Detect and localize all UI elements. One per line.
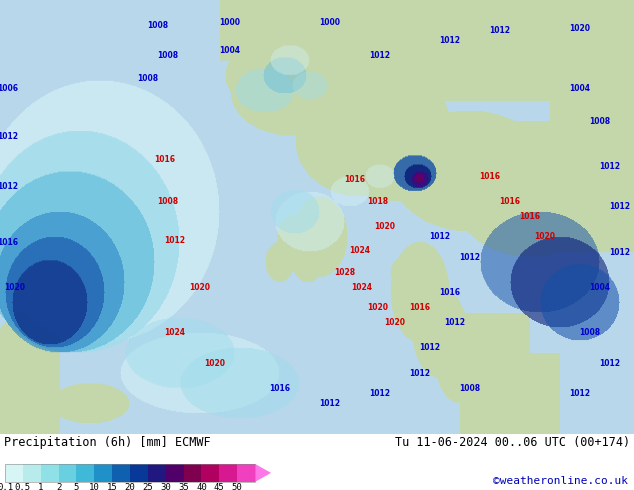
- Text: 1028: 1028: [335, 268, 356, 277]
- Text: 1012: 1012: [600, 359, 621, 368]
- Text: 10: 10: [89, 483, 100, 490]
- Text: 1016: 1016: [479, 172, 500, 181]
- Text: 0.5: 0.5: [15, 483, 31, 490]
- Bar: [23, 464, 41, 482]
- Text: 1012: 1012: [0, 182, 18, 191]
- Text: 1012: 1012: [0, 132, 18, 141]
- Text: 1012: 1012: [420, 343, 441, 352]
- Text: 1012: 1012: [164, 236, 186, 245]
- Text: 1020: 1020: [384, 318, 406, 327]
- Text: 1016: 1016: [410, 303, 430, 312]
- Text: 1020: 1020: [368, 303, 389, 312]
- Bar: [58, 464, 77, 482]
- Bar: [5, 464, 23, 482]
- Text: 25: 25: [143, 483, 153, 490]
- Text: 1: 1: [38, 483, 43, 490]
- Bar: [94, 464, 112, 482]
- Text: 1008: 1008: [157, 51, 179, 60]
- Bar: [148, 464, 165, 482]
- Polygon shape: [255, 464, 271, 482]
- Text: 30: 30: [160, 483, 171, 490]
- Text: 1008: 1008: [460, 384, 481, 393]
- Bar: [130, 464, 148, 482]
- Text: 20: 20: [125, 483, 136, 490]
- Text: 50: 50: [232, 483, 243, 490]
- Text: 1024: 1024: [349, 245, 370, 255]
- Bar: [41, 464, 58, 482]
- Text: 1020: 1020: [534, 232, 555, 242]
- Text: 1012: 1012: [370, 51, 391, 60]
- Text: 1016: 1016: [269, 384, 290, 393]
- Text: 1012: 1012: [600, 162, 621, 171]
- Text: 0.1: 0.1: [0, 483, 13, 490]
- Text: 1012: 1012: [439, 36, 460, 45]
- Text: 1016: 1016: [519, 212, 541, 221]
- Text: 1020: 1020: [4, 283, 25, 292]
- Text: 1020: 1020: [375, 222, 396, 231]
- Text: 45: 45: [214, 483, 224, 490]
- Text: 1000: 1000: [219, 18, 240, 26]
- Text: 40: 40: [196, 483, 207, 490]
- Text: 1012: 1012: [429, 232, 451, 242]
- Bar: [237, 464, 255, 482]
- Text: 1008: 1008: [590, 117, 611, 125]
- Bar: [184, 464, 202, 482]
- Text: 35: 35: [178, 483, 189, 490]
- Text: 1012: 1012: [609, 247, 630, 257]
- Text: 1000: 1000: [320, 18, 340, 26]
- Text: 1004: 1004: [219, 46, 240, 55]
- Text: 1024: 1024: [351, 283, 373, 292]
- Text: 1016: 1016: [155, 155, 176, 164]
- Text: 1016: 1016: [439, 288, 460, 297]
- Text: 1020: 1020: [205, 359, 226, 368]
- Text: 1012: 1012: [444, 318, 465, 327]
- Text: 1008: 1008: [138, 74, 158, 83]
- Text: 1008: 1008: [579, 328, 600, 337]
- Text: 1016: 1016: [344, 175, 365, 184]
- Text: ©weatheronline.co.uk: ©weatheronline.co.uk: [493, 476, 628, 486]
- Text: 1012: 1012: [609, 202, 630, 211]
- Text: 1016: 1016: [0, 238, 18, 246]
- Text: Tu 11-06-2024 00..06 UTC (00+174): Tu 11-06-2024 00..06 UTC (00+174): [395, 436, 630, 449]
- Text: 1012: 1012: [460, 253, 481, 262]
- Text: 2: 2: [56, 483, 61, 490]
- Text: 1012: 1012: [569, 389, 590, 398]
- Text: 5: 5: [74, 483, 79, 490]
- Text: Precipitation (6h) [mm] ECMWF: Precipitation (6h) [mm] ECMWF: [4, 436, 210, 449]
- Text: 1012: 1012: [410, 368, 430, 378]
- Bar: [219, 464, 237, 482]
- Bar: [77, 464, 94, 482]
- Text: 1004: 1004: [590, 283, 611, 292]
- Bar: [202, 464, 219, 482]
- Text: 1012: 1012: [370, 389, 391, 398]
- Text: 15: 15: [107, 483, 117, 490]
- Bar: [165, 464, 184, 482]
- Bar: [5, 464, 255, 482]
- Text: 1008: 1008: [157, 197, 179, 206]
- Text: 1008: 1008: [148, 21, 169, 30]
- Text: 1016: 1016: [500, 197, 521, 206]
- Text: 1024: 1024: [164, 328, 186, 337]
- Text: 1012: 1012: [320, 399, 340, 408]
- Text: 1020: 1020: [569, 24, 590, 33]
- Text: 1006: 1006: [0, 84, 18, 93]
- Bar: [112, 464, 130, 482]
- Text: 1012: 1012: [489, 26, 510, 35]
- Text: 1020: 1020: [190, 283, 210, 292]
- Text: 1004: 1004: [569, 84, 590, 93]
- Text: 1018: 1018: [368, 197, 389, 206]
